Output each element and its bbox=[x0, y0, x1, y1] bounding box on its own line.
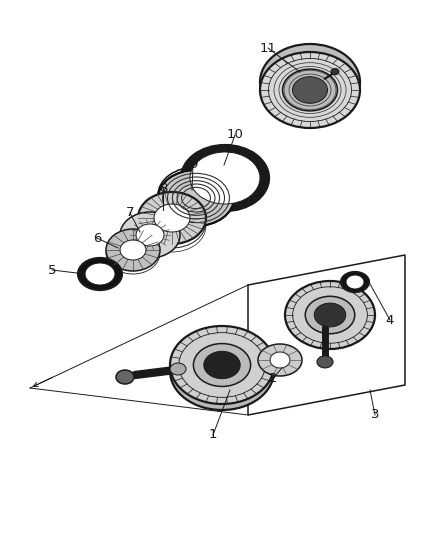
Ellipse shape bbox=[260, 52, 360, 128]
Text: 1: 1 bbox=[209, 429, 217, 441]
Ellipse shape bbox=[204, 351, 240, 378]
Ellipse shape bbox=[154, 204, 190, 232]
Text: 2: 2 bbox=[269, 372, 277, 384]
Ellipse shape bbox=[170, 363, 186, 375]
Ellipse shape bbox=[314, 303, 346, 327]
Ellipse shape bbox=[283, 69, 338, 111]
Text: 6: 6 bbox=[93, 231, 101, 245]
Ellipse shape bbox=[120, 212, 180, 258]
Ellipse shape bbox=[116, 370, 134, 384]
Ellipse shape bbox=[305, 296, 355, 334]
Ellipse shape bbox=[136, 224, 164, 246]
Ellipse shape bbox=[270, 352, 290, 368]
Ellipse shape bbox=[181, 145, 269, 211]
Text: 9: 9 bbox=[189, 158, 197, 172]
Ellipse shape bbox=[258, 344, 302, 376]
Ellipse shape bbox=[158, 170, 234, 226]
Ellipse shape bbox=[106, 229, 160, 271]
Ellipse shape bbox=[120, 240, 146, 260]
Text: 7: 7 bbox=[126, 206, 134, 220]
Text: 3: 3 bbox=[371, 408, 379, 422]
Ellipse shape bbox=[170, 332, 274, 410]
Ellipse shape bbox=[285, 281, 375, 349]
Ellipse shape bbox=[293, 77, 328, 103]
Ellipse shape bbox=[78, 258, 122, 290]
Text: 10: 10 bbox=[226, 128, 244, 141]
Ellipse shape bbox=[331, 69, 339, 75]
Text: 8: 8 bbox=[159, 182, 167, 195]
Ellipse shape bbox=[170, 326, 274, 404]
Ellipse shape bbox=[341, 272, 369, 292]
Ellipse shape bbox=[138, 192, 206, 244]
Ellipse shape bbox=[317, 356, 333, 368]
Text: 11: 11 bbox=[259, 42, 276, 54]
Text: 4: 4 bbox=[386, 313, 394, 327]
Ellipse shape bbox=[194, 344, 251, 386]
Ellipse shape bbox=[190, 152, 260, 204]
Ellipse shape bbox=[85, 263, 115, 285]
Text: 5: 5 bbox=[48, 263, 56, 277]
Ellipse shape bbox=[346, 275, 364, 289]
Ellipse shape bbox=[260, 44, 360, 120]
